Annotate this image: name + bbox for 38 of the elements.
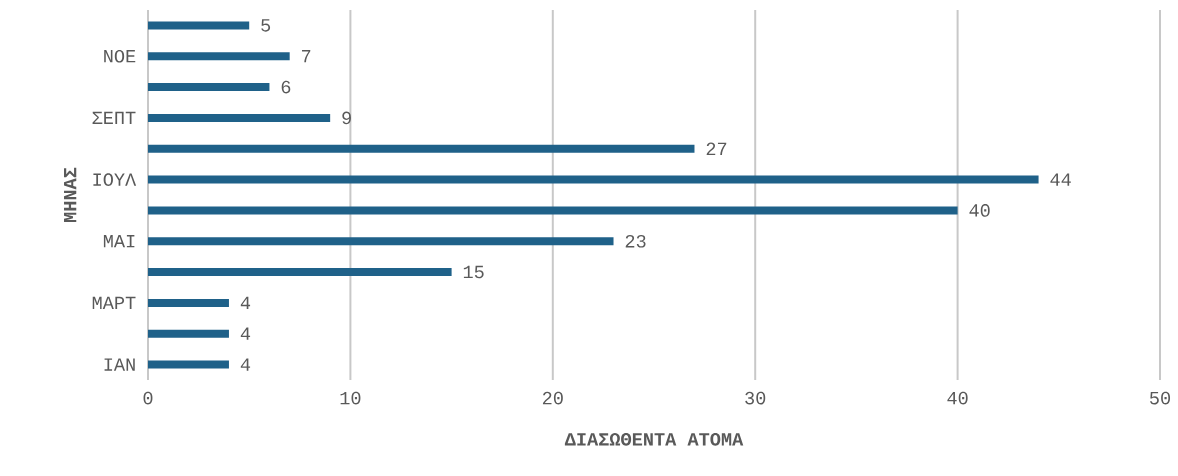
data-label: 5 <box>261 19 271 32</box>
data-label: 15 <box>463 265 484 279</box>
x-tick-label: 50 <box>1150 391 1171 405</box>
y-tick-label: ΙΑΝ <box>104 358 135 371</box>
x-tick-label: 0 <box>143 391 153 405</box>
x-tick-label: 20 <box>542 391 563 405</box>
y-tick-label: ΜΑΙ <box>103 235 135 248</box>
data-label: 4 <box>240 358 251 371</box>
data-label: 27 <box>706 142 727 155</box>
bar <box>148 298 229 307</box>
bar <box>148 329 229 338</box>
bar <box>148 144 695 153</box>
data-label: 44 <box>1050 173 1071 186</box>
data-label: 40 <box>969 204 990 217</box>
x-tick-label: 30 <box>745 391 766 405</box>
bar <box>148 268 452 277</box>
y-tick-label: ΝΟΕ <box>104 49 136 63</box>
x-axis-title: ΔΙΑΣΩΘΕΝΤΑ ΑΤΟΜΑ <box>564 433 744 446</box>
bar <box>148 360 229 369</box>
data-label: 7 <box>302 50 311 63</box>
data-label: 4 <box>240 327 251 340</box>
data-label: 23 <box>625 234 646 248</box>
data-label: 9 <box>342 111 351 125</box>
bar <box>148 21 250 30</box>
y-tick-label: ΙΟΥΛ <box>93 173 137 186</box>
bar <box>148 113 331 122</box>
data-label: 6 <box>281 80 291 94</box>
x-tick-label: 40 <box>947 391 968 405</box>
bar <box>148 175 1039 184</box>
data-label: 4 <box>240 296 251 310</box>
y-axis-title: ΜΗΝΑΣ <box>64 167 77 222</box>
y-tick-label: ΜΑΡΤ <box>92 296 136 310</box>
bar <box>148 52 290 61</box>
x-tick-label: 10 <box>340 391 361 405</box>
bar <box>148 237 614 246</box>
bar <box>148 206 958 215</box>
bar <box>148 83 270 92</box>
y-tick-label: ΣΕΠΤ <box>92 111 136 125</box>
